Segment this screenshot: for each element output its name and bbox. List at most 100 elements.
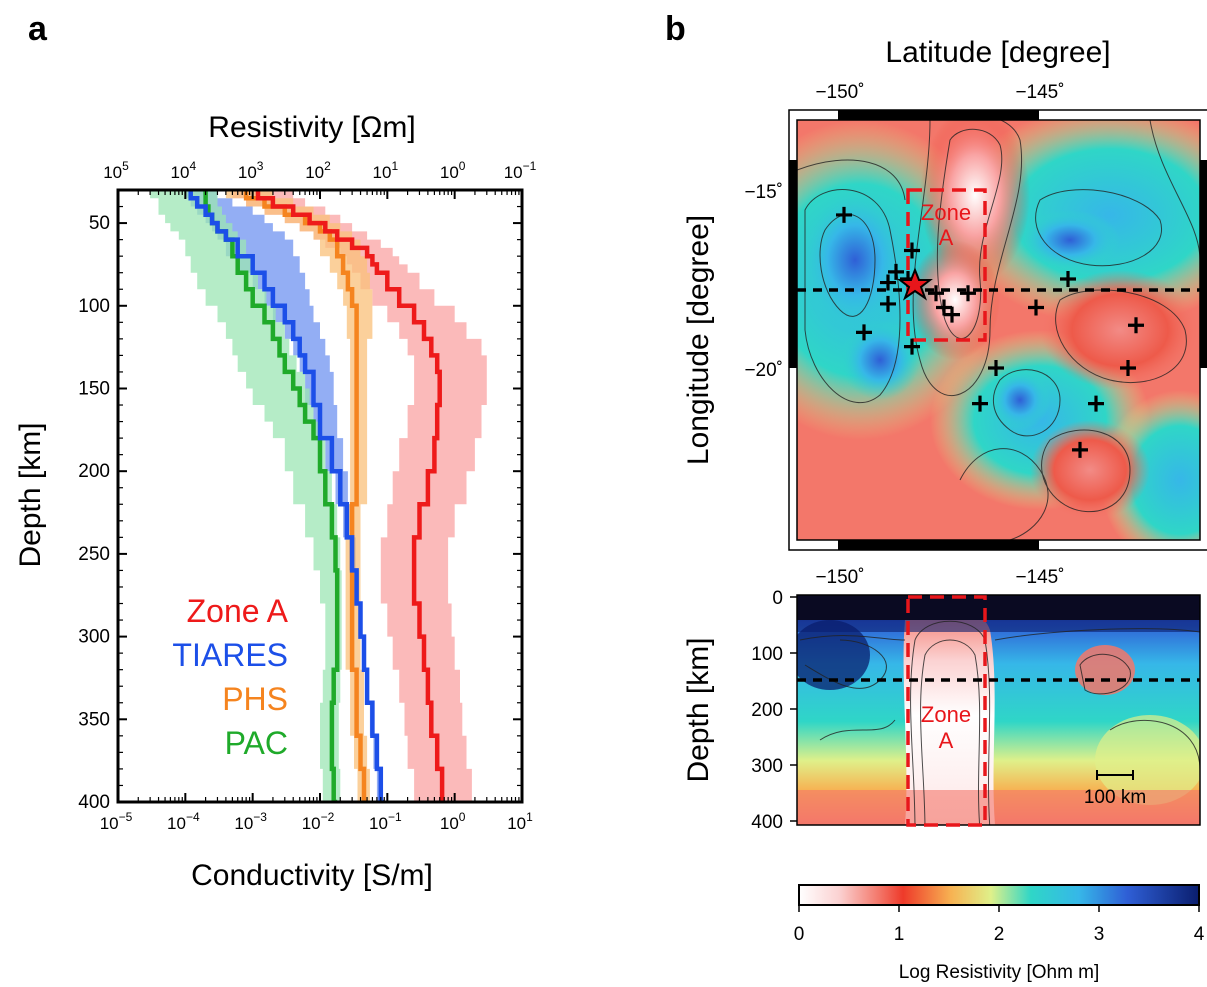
colorbar-ticks: 0 1 2 3 4 bbox=[794, 905, 1205, 945]
map-x-axis-title: Latitude [degree] bbox=[885, 36, 1110, 69]
scale-bar-label: 100 km bbox=[1084, 787, 1146, 808]
line-zone-a bbox=[255, 190, 445, 802]
colorbar-tick-label: 3 bbox=[1094, 924, 1105, 945]
bottom-tick-label: 10−5 bbox=[100, 810, 133, 833]
band-phs bbox=[225, 190, 373, 802]
colorbar: 0 1 2 3 4 Log Resistivity [Ohm m] bbox=[794, 884, 1205, 983]
depth-axis-title: Depth [km] bbox=[14, 422, 47, 567]
scale-bar: 100 km bbox=[1084, 770, 1146, 808]
section-heatmap bbox=[797, 595, 1200, 825]
map-right-bar bbox=[1200, 160, 1207, 368]
top-tick-label: 103 bbox=[238, 159, 264, 182]
map-y-tick-label: −20˚ bbox=[744, 360, 783, 381]
station-marker bbox=[880, 274, 896, 291]
top-tick-label: 105 bbox=[103, 159, 129, 182]
map-left-bar bbox=[789, 160, 797, 368]
station-marker bbox=[928, 285, 944, 302]
map-y-tick-label: −15˚ bbox=[744, 182, 783, 203]
map-y-axis-title: Longitude [degree] bbox=[682, 215, 715, 465]
zone-a-section-label: A bbox=[939, 728, 954, 753]
panel-letter-b: b bbox=[665, 10, 686, 48]
zone-a-label: Zone bbox=[921, 200, 971, 225]
y-tick-label: 150 bbox=[78, 378, 110, 399]
top-tick-label: 100 bbox=[440, 159, 466, 182]
map-top-bar bbox=[838, 110, 1039, 120]
zone-a-box bbox=[906, 188, 987, 342]
uncertainty-bands bbox=[150, 190, 487, 802]
station-marker bbox=[1120, 360, 1136, 376]
legend-entry: TIARES bbox=[172, 637, 288, 673]
legend-entry: Zone A bbox=[187, 593, 289, 629]
section-y-tick-label: 0 bbox=[772, 588, 783, 609]
y-tick-label: 400 bbox=[78, 792, 110, 813]
station-marker bbox=[1028, 299, 1044, 316]
station-marker bbox=[988, 360, 1004, 376]
bottom-tick-label: 10−3 bbox=[234, 810, 267, 833]
station-marker bbox=[880, 295, 896, 312]
map-bottom-bar bbox=[838, 540, 1039, 550]
section-x-tick-label: −150˚ bbox=[815, 567, 864, 588]
section-y-tick-label: 400 bbox=[751, 812, 783, 833]
line-tiares bbox=[188, 190, 385, 802]
y-tick-label: 250 bbox=[78, 544, 110, 565]
star-marker bbox=[897, 267, 933, 301]
line-phs bbox=[243, 190, 368, 802]
zone-a-section-box bbox=[906, 595, 987, 827]
station-marker bbox=[972, 395, 988, 412]
station-marker bbox=[1060, 271, 1076, 287]
y-tick-label: 300 bbox=[78, 627, 110, 648]
profile-lines bbox=[188, 190, 445, 802]
colorbar-label: Log Resistivity [Ohm m] bbox=[899, 962, 1100, 983]
colorbar-gradient bbox=[798, 884, 1200, 906]
colorbar-tick-label: 1 bbox=[894, 924, 905, 945]
station-marker bbox=[856, 324, 872, 341]
station-marker bbox=[1128, 317, 1144, 334]
station-marker bbox=[904, 338, 920, 355]
section-y-tick-label: 100 bbox=[751, 644, 783, 665]
section-x-tick-label: −145˚ bbox=[1015, 567, 1064, 588]
legend-entry: PAC bbox=[225, 725, 288, 761]
bottom-tick-label: 100 bbox=[440, 810, 466, 833]
top-tick-label: 101 bbox=[373, 159, 399, 182]
bottom-tick-label: 10−1 bbox=[369, 810, 402, 833]
top-tick-label: 102 bbox=[305, 159, 331, 182]
top-tick-label: 10−1 bbox=[504, 159, 537, 182]
station-marker bbox=[888, 263, 904, 280]
section-y-axis-title: Depth [km] bbox=[682, 637, 715, 782]
top-axis-title: Resistivity [Ωm] bbox=[208, 111, 415, 144]
bottom-tick-label: 10−4 bbox=[167, 810, 200, 833]
zone-a-section-label: Zone bbox=[921, 702, 971, 727]
map-x-tick-label: −150˚ bbox=[815, 82, 864, 103]
map-x-tick-label: −145˚ bbox=[1015, 82, 1064, 103]
section-y-tick-label: 200 bbox=[751, 700, 783, 721]
y-tick-label: 50 bbox=[89, 213, 110, 234]
colorbar-tick-label: 0 bbox=[794, 924, 805, 945]
zone-a-label: A bbox=[939, 225, 954, 250]
y-tick-label: 200 bbox=[78, 461, 110, 482]
colorbar-tick-label: 4 bbox=[1194, 924, 1205, 945]
bottom-tick-label: 101 bbox=[507, 810, 533, 833]
band-pac bbox=[150, 190, 344, 802]
top-tick-label: 104 bbox=[171, 159, 197, 182]
station-marker bbox=[944, 306, 960, 323]
legend-entry: PHS bbox=[222, 681, 288, 717]
panel-letter-a: a bbox=[28, 10, 48, 48]
station-marker bbox=[836, 206, 852, 223]
section-y-ticks: 0 100 200 300 400 bbox=[751, 588, 797, 833]
station-marker bbox=[904, 242, 920, 259]
bottom-axis-title: Conductivity [S/m] bbox=[191, 859, 433, 892]
colorbar-tick-label: 2 bbox=[994, 924, 1005, 945]
map-view: Latitude [degree] Longitude [degree] bbox=[682, 36, 1207, 551]
section-y-tick-label: 300 bbox=[751, 756, 783, 777]
station-marker bbox=[1072, 441, 1088, 458]
bottom-tick-label: 10−2 bbox=[302, 810, 335, 833]
legend: Zone A TIARES PHS PAC bbox=[172, 593, 288, 761]
y-tick-label: 350 bbox=[78, 709, 110, 730]
y-tick-label: 100 bbox=[78, 296, 110, 317]
profile-chart: 10−5 10−4 10−3 10−2 10−1 100 101 105 104 103 102 10… bbox=[14, 111, 537, 892]
station-marker bbox=[936, 299, 952, 316]
section-frame bbox=[796, 594, 1201, 826]
station-marker bbox=[960, 285, 976, 302]
